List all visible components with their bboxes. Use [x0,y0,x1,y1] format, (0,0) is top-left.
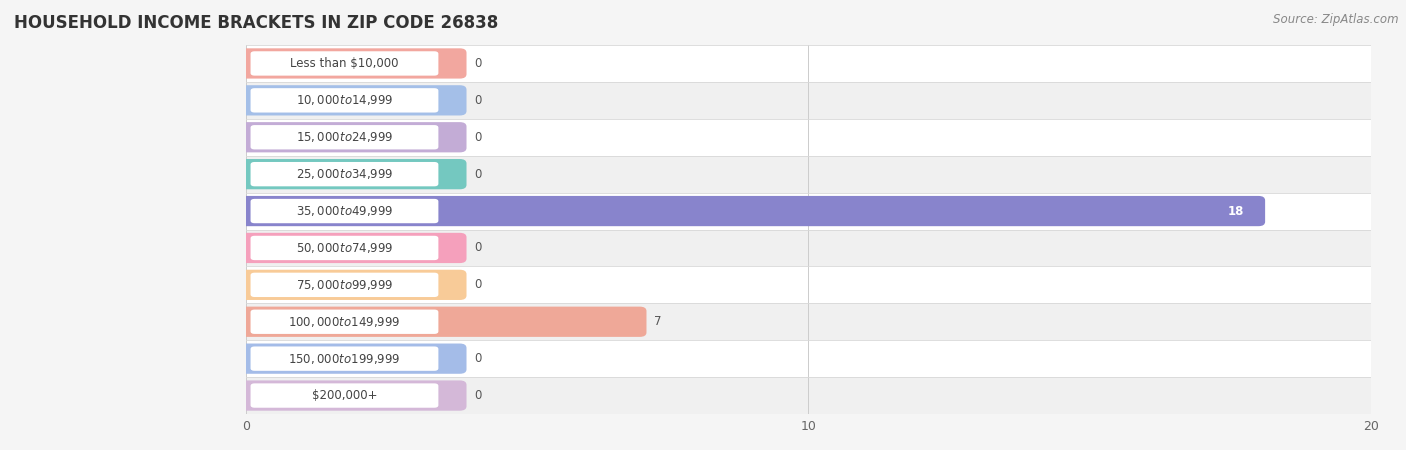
Text: $75,000 to $99,999: $75,000 to $99,999 [295,278,394,292]
Text: $150,000 to $199,999: $150,000 to $199,999 [288,351,401,366]
FancyBboxPatch shape [250,125,439,149]
FancyBboxPatch shape [239,380,467,411]
Bar [246,303,1371,340]
FancyBboxPatch shape [250,162,439,186]
Bar [246,119,1371,156]
FancyBboxPatch shape [239,122,467,153]
Text: Less than $10,000: Less than $10,000 [290,57,399,70]
FancyBboxPatch shape [239,159,467,189]
Bar [246,156,1371,193]
FancyBboxPatch shape [250,199,439,223]
Text: 0: 0 [474,352,481,365]
Text: 0: 0 [474,57,481,70]
Text: 0: 0 [474,131,481,144]
FancyBboxPatch shape [250,88,439,112]
Text: $50,000 to $74,999: $50,000 to $74,999 [295,241,394,255]
Bar [246,266,1371,303]
FancyBboxPatch shape [250,310,439,334]
Text: $25,000 to $34,999: $25,000 to $34,999 [295,167,394,181]
FancyBboxPatch shape [239,233,467,263]
FancyBboxPatch shape [250,51,439,76]
Bar [246,230,1371,266]
FancyBboxPatch shape [250,346,439,371]
FancyBboxPatch shape [250,236,439,260]
FancyBboxPatch shape [239,306,647,337]
Text: 18: 18 [1227,205,1244,217]
FancyBboxPatch shape [250,273,439,297]
Text: $35,000 to $49,999: $35,000 to $49,999 [295,204,394,218]
Bar [246,193,1371,230]
Text: 0: 0 [474,168,481,180]
FancyBboxPatch shape [239,196,1265,226]
Text: HOUSEHOLD INCOME BRACKETS IN ZIP CODE 26838: HOUSEHOLD INCOME BRACKETS IN ZIP CODE 26… [14,14,498,32]
Text: $200,000+: $200,000+ [312,389,377,402]
FancyBboxPatch shape [239,343,467,374]
Text: $100,000 to $149,999: $100,000 to $149,999 [288,315,401,329]
Bar [246,340,1371,377]
Text: 0: 0 [474,94,481,107]
Text: 0: 0 [474,279,481,291]
Text: $10,000 to $14,999: $10,000 to $14,999 [295,93,394,108]
FancyBboxPatch shape [239,85,467,116]
FancyBboxPatch shape [250,383,439,408]
FancyBboxPatch shape [239,270,467,300]
Text: 7: 7 [654,315,661,328]
Text: 0: 0 [474,242,481,254]
Text: 0: 0 [474,389,481,402]
Text: $15,000 to $24,999: $15,000 to $24,999 [295,130,394,144]
FancyBboxPatch shape [239,48,467,79]
Bar [246,377,1371,414]
Text: Source: ZipAtlas.com: Source: ZipAtlas.com [1274,14,1399,27]
Bar [246,45,1371,82]
Bar [246,82,1371,119]
